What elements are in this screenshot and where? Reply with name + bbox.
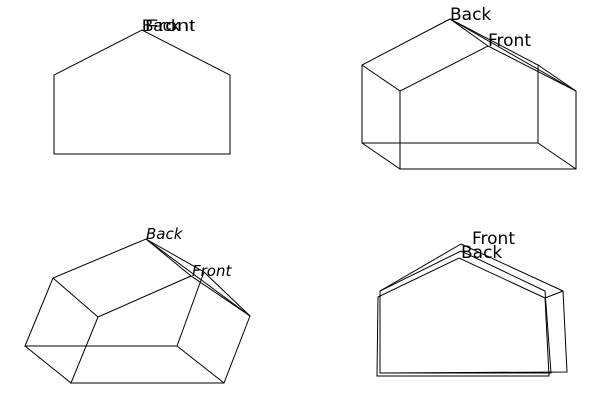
edge xyxy=(361,142,401,170)
view-front-orthographic: Back Front xyxy=(53,16,231,155)
edge xyxy=(361,64,401,92)
house-outline xyxy=(53,29,231,155)
label-front: Front xyxy=(192,262,232,280)
label-back: Back xyxy=(146,225,184,243)
label-back: Back xyxy=(142,16,180,35)
back-face xyxy=(24,238,205,347)
front-face xyxy=(376,257,550,377)
edge xyxy=(176,345,225,384)
edge xyxy=(537,142,577,170)
edge xyxy=(24,345,72,384)
view-perspective: Back Front xyxy=(24,225,251,384)
edge xyxy=(449,18,577,92)
label-back: Back xyxy=(461,243,502,263)
back-face xyxy=(361,18,539,144)
label-back: Back xyxy=(450,5,491,25)
front-face xyxy=(70,275,251,384)
front-face xyxy=(399,45,577,170)
side-edge xyxy=(379,243,568,374)
edge xyxy=(52,277,99,318)
back-face xyxy=(379,250,552,374)
view-oblique: Back Front xyxy=(361,5,577,170)
edge xyxy=(145,238,251,317)
edge xyxy=(537,64,577,92)
view-near-frontal: Front Back xyxy=(376,229,568,377)
label-front: Front xyxy=(472,229,515,249)
label-front: Front xyxy=(488,31,531,51)
edge xyxy=(544,290,564,299)
edge xyxy=(379,243,462,292)
label-front: Front xyxy=(145,16,195,35)
edge xyxy=(449,18,489,47)
edge xyxy=(203,271,251,317)
